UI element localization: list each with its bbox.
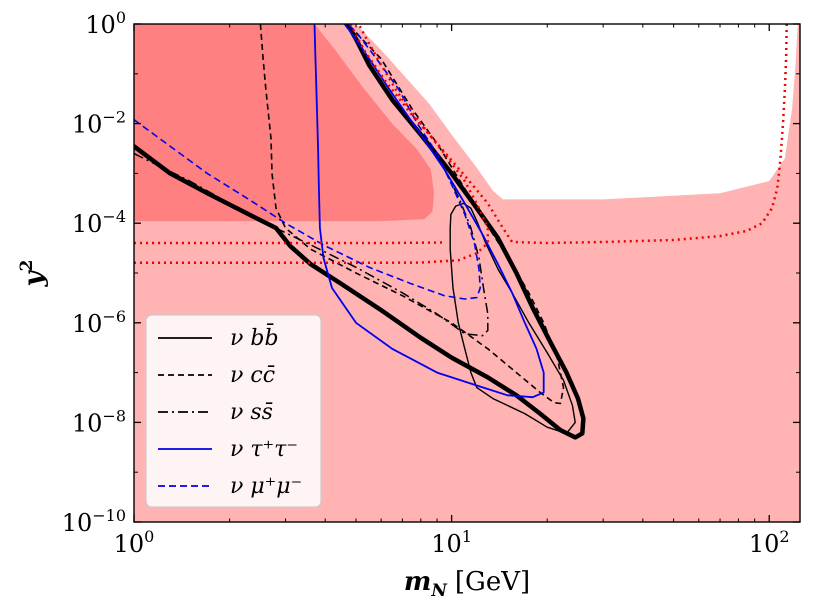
x-axis-subscript: N: [430, 581, 448, 601]
excluded-region-dark: [134, 24, 434, 222]
x-tick-label: 100: [114, 527, 155, 558]
y-axis: 100 10−2 10−4 10−6 10−8 10−10: [62, 8, 800, 537]
y-tick-label: 10−2: [72, 108, 126, 139]
x-axis-symbol: m: [404, 567, 432, 597]
series-line-1: [134, 24, 586, 440]
series-line-5: [134, 24, 482, 300]
legend: ν bb̄ ν cc̄ ν ss̄ ν τ⁺τ⁻ ν μ⁺μ⁻: [145, 314, 322, 508]
series-line-4: [313, 24, 545, 399]
legend-box: [145, 314, 322, 508]
y-tick-label: 100: [85, 8, 126, 39]
legend-label: ν τ⁺τ⁻: [230, 437, 298, 462]
y-tick-label: 10−8: [72, 406, 126, 437]
x-tick-label: 101: [431, 527, 472, 558]
legend-label: ν ss̄: [230, 400, 273, 425]
legend-label: ν μ⁺μ⁻: [230, 474, 302, 499]
series-line-0: [449, 202, 576, 435]
y-axis-symbol: y: [19, 269, 49, 287]
x-axis-label: mN [GeV]: [404, 567, 530, 601]
series-lines: [134, 24, 788, 440]
y-axis-label: y2: [17, 260, 49, 288]
y-tick-label: 10−4: [72, 207, 126, 238]
series-line-7: [134, 24, 490, 265]
series-line-3: [134, 24, 489, 337]
y-tick-label: 10−10: [62, 506, 126, 537]
series-line-2: [259, 24, 565, 405]
x-axis-unit: [GeV]: [455, 567, 530, 597]
series-line-8: [134, 241, 445, 245]
y-tick-label: 10−6: [72, 307, 126, 338]
y-axis-superscript: 2: [17, 260, 37, 272]
legend-label: ν cc̄: [230, 363, 275, 388]
x-tick-label: 102: [749, 527, 790, 558]
legend-label: ν bb̄: [230, 323, 279, 351]
x-axis: 100 101 102: [114, 24, 790, 558]
